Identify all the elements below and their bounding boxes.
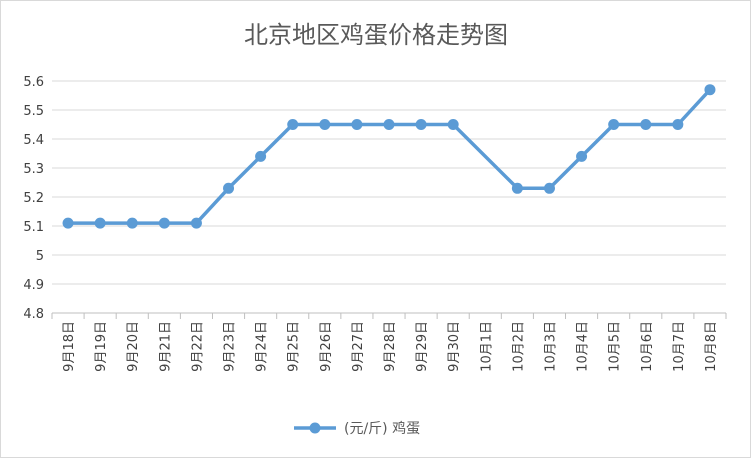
x-tick-label: 9月18日	[62, 321, 77, 372]
x-tick-label: 10月4日	[576, 321, 591, 372]
x-tick-label: 9月19日	[94, 321, 109, 372]
y-tick-label: 5.3	[23, 162, 44, 177]
y-tick-label: 5.2	[23, 191, 44, 206]
x-tick-label: 9月28日	[383, 321, 398, 372]
data-point	[672, 119, 684, 130]
x-tick-label: 10月3日	[543, 321, 558, 372]
x-tick-labels: 9月18日 9月19日 9月20日 9月21日 9月22日 9月23日 9月24日 9月25日…	[62, 321, 719, 372]
data-point	[704, 84, 716, 96]
data-point	[447, 119, 459, 130]
data-point	[158, 217, 170, 229]
data-point	[415, 119, 427, 130]
data-point	[62, 217, 74, 229]
data-point	[94, 217, 106, 229]
data-point	[126, 217, 138, 229]
x-tick-label: 9月27日	[351, 321, 366, 372]
x-tick-label: 9月26日	[319, 321, 334, 372]
legend: (元/斤) 鸡蛋	[294, 420, 420, 437]
x-tick-label: 10月6日	[640, 321, 655, 372]
y-tick-label: 5.4	[23, 133, 44, 148]
x-tick-label: 9月22日	[190, 321, 205, 372]
y-tick-label: 5	[36, 249, 44, 264]
x-tick-label: 10月2日	[511, 321, 526, 372]
x-tick-label: 9月21日	[158, 321, 173, 372]
data-point	[223, 182, 235, 194]
legend-label: (元/斤) 鸡蛋	[344, 420, 420, 437]
data-point	[287, 119, 299, 130]
data-point	[190, 217, 202, 229]
y-tick-label: 5.5	[23, 104, 44, 119]
data-point	[543, 182, 555, 194]
series-points	[62, 84, 716, 229]
x-tick-label: 9月20日	[126, 321, 141, 372]
x-tick-label: 10月5日	[608, 321, 623, 372]
y-tick-labels: 4.8 4.9 5 5.1 5.2 5.3 5.4 5.5 5.6	[23, 75, 44, 322]
x-tick-label: 9月25日	[287, 321, 302, 372]
x-tick-label: 10月8日	[704, 321, 719, 372]
x-tick-label: 9月23日	[223, 321, 238, 372]
x-tick-label: 9月29日	[415, 321, 430, 372]
y-tick-label: 5.1	[23, 220, 44, 235]
x-tick-label: 9月30日	[447, 321, 462, 372]
legend-dot-marker	[309, 422, 321, 434]
data-point	[511, 182, 523, 194]
data-point	[351, 119, 363, 130]
axes	[51, 312, 727, 319]
x-tick-label: 9月24日	[255, 321, 270, 372]
x-tick-label: 10月1日	[479, 321, 494, 372]
grid-lines	[52, 80, 726, 314]
chart-title: 北京地区鸡蛋价格走势图	[244, 21, 508, 49]
data-point	[608, 119, 620, 130]
data-point	[255, 150, 267, 162]
data-point	[576, 150, 588, 162]
x-tick-label: 10月7日	[672, 321, 687, 372]
y-tick-label: 5.6	[23, 75, 44, 90]
data-point	[383, 119, 395, 130]
data-point	[640, 119, 652, 130]
data-point	[319, 119, 331, 130]
y-tick-label: 4.9	[23, 278, 44, 293]
y-tick-label: 4.8	[23, 307, 44, 322]
